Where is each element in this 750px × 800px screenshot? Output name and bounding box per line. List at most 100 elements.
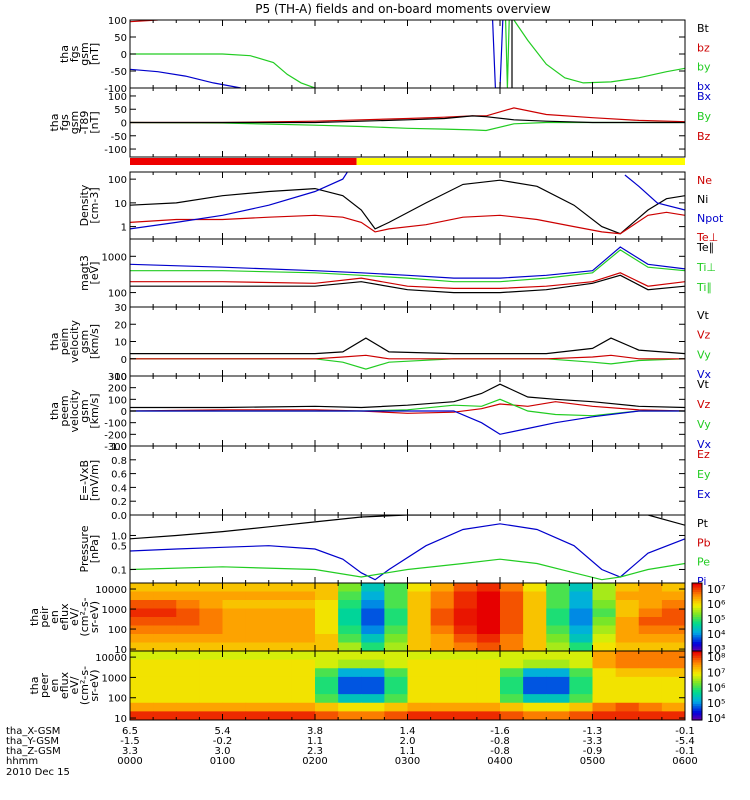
- spectrogram-cell: [569, 642, 594, 651]
- y-axis-label: [eV]: [88, 262, 101, 285]
- legend-entry: By: [697, 110, 712, 123]
- spectrogram-cell: [592, 676, 617, 687]
- y-axis-label: [mV/m]: [88, 460, 101, 501]
- spectrogram-cell: [661, 583, 685, 593]
- spectrogram-cell: [615, 659, 640, 669]
- spectrogram-cell: [592, 600, 617, 610]
- spectrogram-cell: [661, 694, 685, 704]
- y-axis-label: gsm: [68, 111, 81, 134]
- y-tick-label: 10000: [95, 585, 127, 596]
- series-line-te⊥: [130, 272, 685, 289]
- date-label: 2010 Dec 15: [6, 767, 70, 778]
- spectrogram-cell: [291, 634, 316, 644]
- spectrogram-cell: [523, 634, 547, 644]
- colorbar-swatch: [692, 715, 702, 719]
- spectrogram-cell: [199, 668, 224, 678]
- colorbar-swatch: [692, 637, 702, 641]
- spectrogram-cell: [199, 711, 224, 720]
- y-axis-label: gsm: [78, 399, 91, 422]
- spectrogram-cell: [176, 591, 200, 601]
- spectrogram-cell: [407, 600, 432, 610]
- spectrogram-cell: [615, 642, 640, 651]
- spectrogram-cell: [523, 625, 547, 635]
- colorbar-swatch: [692, 683, 702, 687]
- spectrogram-cell: [130, 668, 154, 678]
- spectrogram-cell: [153, 659, 177, 669]
- spectrogram-cell: [615, 625, 640, 635]
- legend-entry: Ni: [697, 193, 708, 206]
- spectrogram-cell: [153, 583, 177, 593]
- status-bar-segment: [130, 158, 357, 165]
- spectrogram-cell: [569, 634, 594, 644]
- spectrogram-cell: [315, 685, 339, 695]
- spectrogram-cell: [453, 642, 478, 651]
- y-tick-label: 1000: [102, 605, 127, 616]
- spectrogram-cell: [453, 676, 478, 687]
- spectrogram-cell: [153, 617, 177, 627]
- spectrogram-cell: [199, 659, 224, 669]
- panel-frame: [129, 238, 686, 308]
- spectrogram-cell: [384, 668, 409, 678]
- spectrogram-cell: [268, 694, 293, 704]
- spectrogram-cell: [245, 651, 270, 661]
- series-line-bx: [492, 20, 504, 88]
- spectrogram-cell: [199, 634, 224, 644]
- spectrogram-cell: [592, 642, 617, 651]
- colorbar-swatch: [692, 635, 702, 638]
- spectrogram-cell: [245, 608, 270, 618]
- y-tick-label: 10000: [95, 653, 127, 664]
- spectrogram-cell: [430, 694, 455, 704]
- y-tick-label: -100: [104, 145, 127, 156]
- legend-entry: Bx: [697, 90, 712, 103]
- spectrogram-cell: [661, 600, 685, 610]
- spectrogram-cell: [176, 651, 200, 661]
- y-tick-label: 1: [121, 223, 127, 234]
- y-axis-label: peem: [58, 395, 71, 426]
- colorbar-swatch: [692, 706, 702, 710]
- y-tick-label: 1000: [102, 252, 127, 263]
- spectrogram-cell: [338, 617, 362, 627]
- spectrogram-cell: [291, 617, 316, 627]
- y-tick-label: -100: [104, 419, 127, 430]
- colorbar-swatch: [692, 671, 702, 675]
- spectrogram-cell: [338, 694, 362, 704]
- spectrogram-cell: [430, 676, 455, 687]
- panel-8: 0.1 1.00.5 Pressure[nPa] Pt Pb Pe Pi: [78, 514, 711, 588]
- y-tick-label: 0: [121, 50, 127, 61]
- series-line-bx: [130, 68, 242, 88]
- spectrogram-cell: [199, 694, 224, 704]
- spectrogram-cell: [222, 676, 247, 687]
- spectrogram-cell: [661, 608, 685, 618]
- spectrogram-cell: [315, 617, 339, 627]
- series-group: [130, 20, 685, 88]
- spectrogram-cell: [453, 711, 478, 720]
- y-tick-label: 50: [114, 105, 127, 116]
- colorbar-swatch: [692, 680, 702, 684]
- y-tick-label: 0.1: [111, 565, 127, 576]
- spectrogram-cell: [130, 591, 154, 601]
- legend-entry: Bt: [697, 22, 710, 35]
- spectrogram-cell: [569, 651, 594, 661]
- spectrogram-cell: [222, 711, 247, 720]
- y-axis-label: tha: [28, 608, 41, 626]
- spectrogram-cell: [268, 702, 293, 712]
- ephemeris-value: 3.8: [307, 726, 323, 737]
- spectrogram-cell: [523, 668, 547, 678]
- spectrogram-cell: [361, 591, 385, 601]
- spectrogram-cell: [268, 625, 293, 635]
- spectrogram-cell: [130, 702, 154, 712]
- spectrogram-cell: [523, 702, 547, 712]
- spectrogram-cell: [268, 591, 293, 601]
- spectrogram-cell: [546, 600, 570, 610]
- spectrogram-cell: [315, 634, 339, 644]
- colorbar-swatch: [692, 614, 702, 618]
- y-axis-label: (cm²-s-: [78, 597, 91, 636]
- spectrogram-cell: [361, 676, 385, 687]
- colorbar-label: 10⁴: [707, 628, 726, 641]
- colorbar-swatch: [692, 651, 702, 654]
- colorbar-swatch: [692, 619, 702, 623]
- spectrogram-cell: [268, 685, 293, 695]
- spectrogram-cell: [638, 668, 663, 678]
- legend-entry: bz: [697, 41, 710, 54]
- legend-entry: by: [697, 61, 711, 74]
